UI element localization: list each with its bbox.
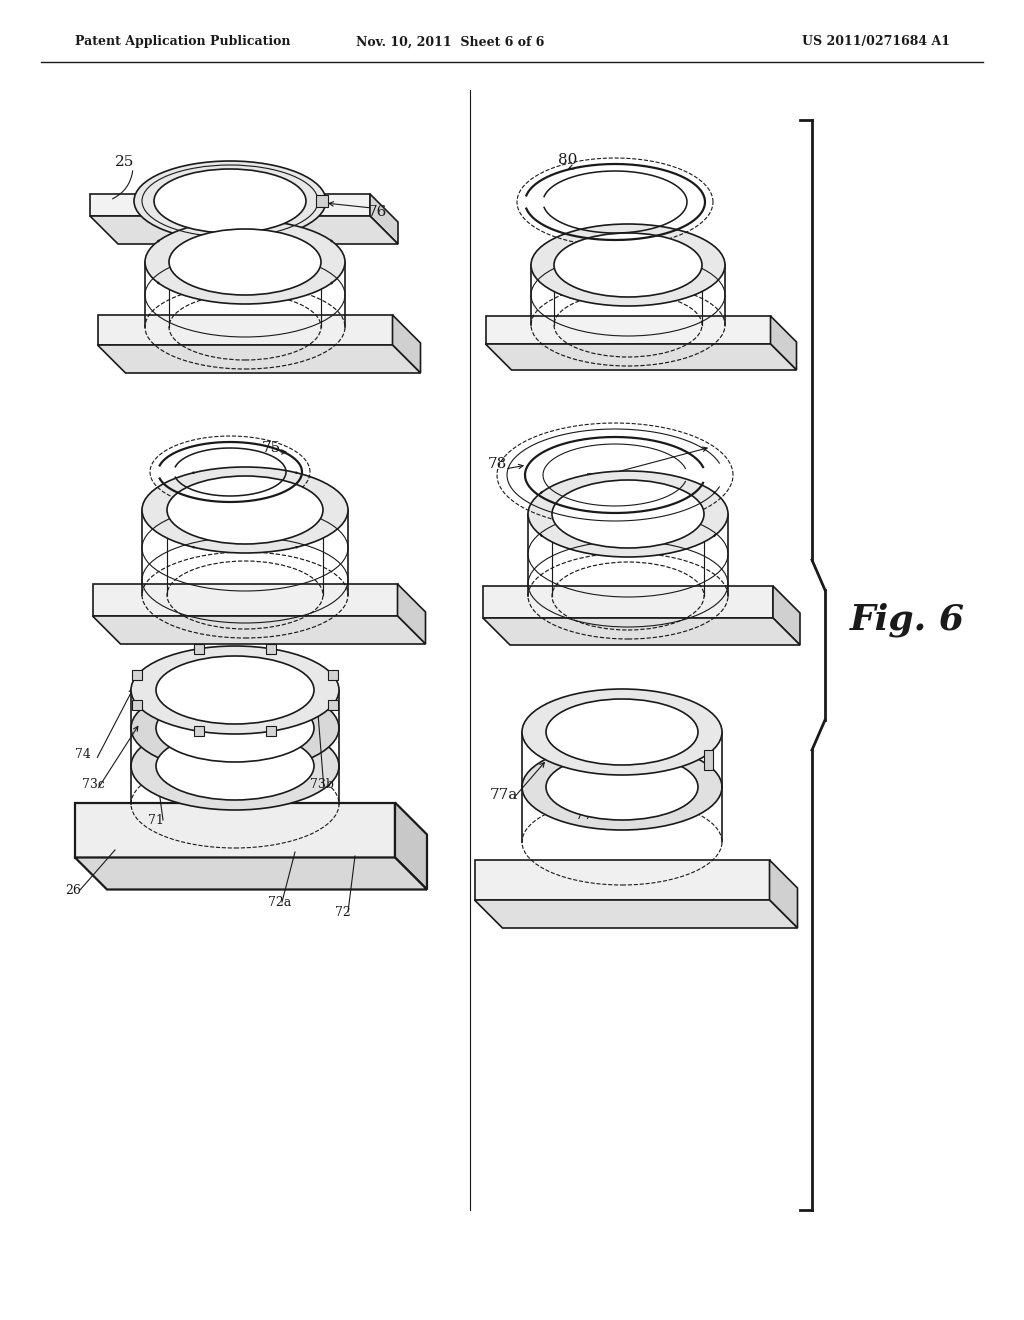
Polygon shape [75,803,395,858]
Polygon shape [75,858,427,890]
Polygon shape [397,583,426,644]
Text: 78: 78 [488,457,507,471]
Text: 74: 74 [75,748,91,762]
Text: Nov. 10, 2011  Sheet 6 of 6: Nov. 10, 2011 Sheet 6 of 6 [355,36,544,49]
Ellipse shape [554,234,702,297]
Polygon shape [392,315,421,374]
Polygon shape [769,861,798,928]
Ellipse shape [131,645,339,734]
Text: 77: 77 [575,808,594,822]
Polygon shape [770,315,797,370]
Polygon shape [773,586,800,645]
Ellipse shape [145,220,345,304]
Polygon shape [395,803,427,890]
Polygon shape [328,700,338,710]
Ellipse shape [169,228,321,294]
Text: 76: 76 [368,205,387,219]
Text: 80: 80 [558,153,578,168]
Polygon shape [328,671,338,680]
Ellipse shape [167,477,323,544]
Text: 75: 75 [262,441,282,455]
Ellipse shape [552,480,705,548]
Polygon shape [195,644,205,653]
Polygon shape [474,900,798,928]
Polygon shape [265,726,275,737]
Ellipse shape [546,754,698,820]
Polygon shape [316,195,328,207]
Polygon shape [370,194,398,244]
Polygon shape [195,726,205,737]
Polygon shape [485,315,770,345]
Polygon shape [474,861,769,900]
Polygon shape [483,586,773,618]
Text: 26: 26 [65,883,81,896]
Polygon shape [265,644,275,653]
Text: 72a: 72a [268,895,291,908]
Polygon shape [92,583,397,616]
Ellipse shape [531,224,725,306]
Ellipse shape [156,733,314,800]
Polygon shape [132,700,142,710]
Polygon shape [97,345,421,374]
Polygon shape [92,616,426,644]
Ellipse shape [154,169,306,234]
Polygon shape [705,750,713,770]
Polygon shape [97,315,392,345]
Text: 77a: 77a [490,788,518,803]
Text: 73c: 73c [82,779,104,792]
Text: 73b: 73b [310,779,334,792]
Ellipse shape [528,471,728,557]
Ellipse shape [156,656,314,723]
Polygon shape [485,345,797,370]
Text: 73: 73 [195,758,211,771]
Ellipse shape [156,694,314,762]
Ellipse shape [522,689,722,775]
Ellipse shape [522,744,722,830]
Text: 71: 71 [148,813,164,826]
Ellipse shape [142,467,348,553]
Polygon shape [90,194,370,216]
Polygon shape [90,216,398,244]
Polygon shape [132,671,142,680]
Text: US 2011/0271684 A1: US 2011/0271684 A1 [802,36,950,49]
Text: 25: 25 [115,154,134,169]
Text: 72: 72 [335,906,351,919]
Text: 73a: 73a [224,766,248,779]
Text: Patent Application Publication: Patent Application Publication [75,36,291,49]
Polygon shape [483,618,800,645]
Text: Fig. 6: Fig. 6 [850,603,965,638]
Ellipse shape [131,722,339,810]
Ellipse shape [134,161,326,242]
Text: 79: 79 [586,473,605,487]
Ellipse shape [546,700,698,766]
Ellipse shape [131,684,339,772]
